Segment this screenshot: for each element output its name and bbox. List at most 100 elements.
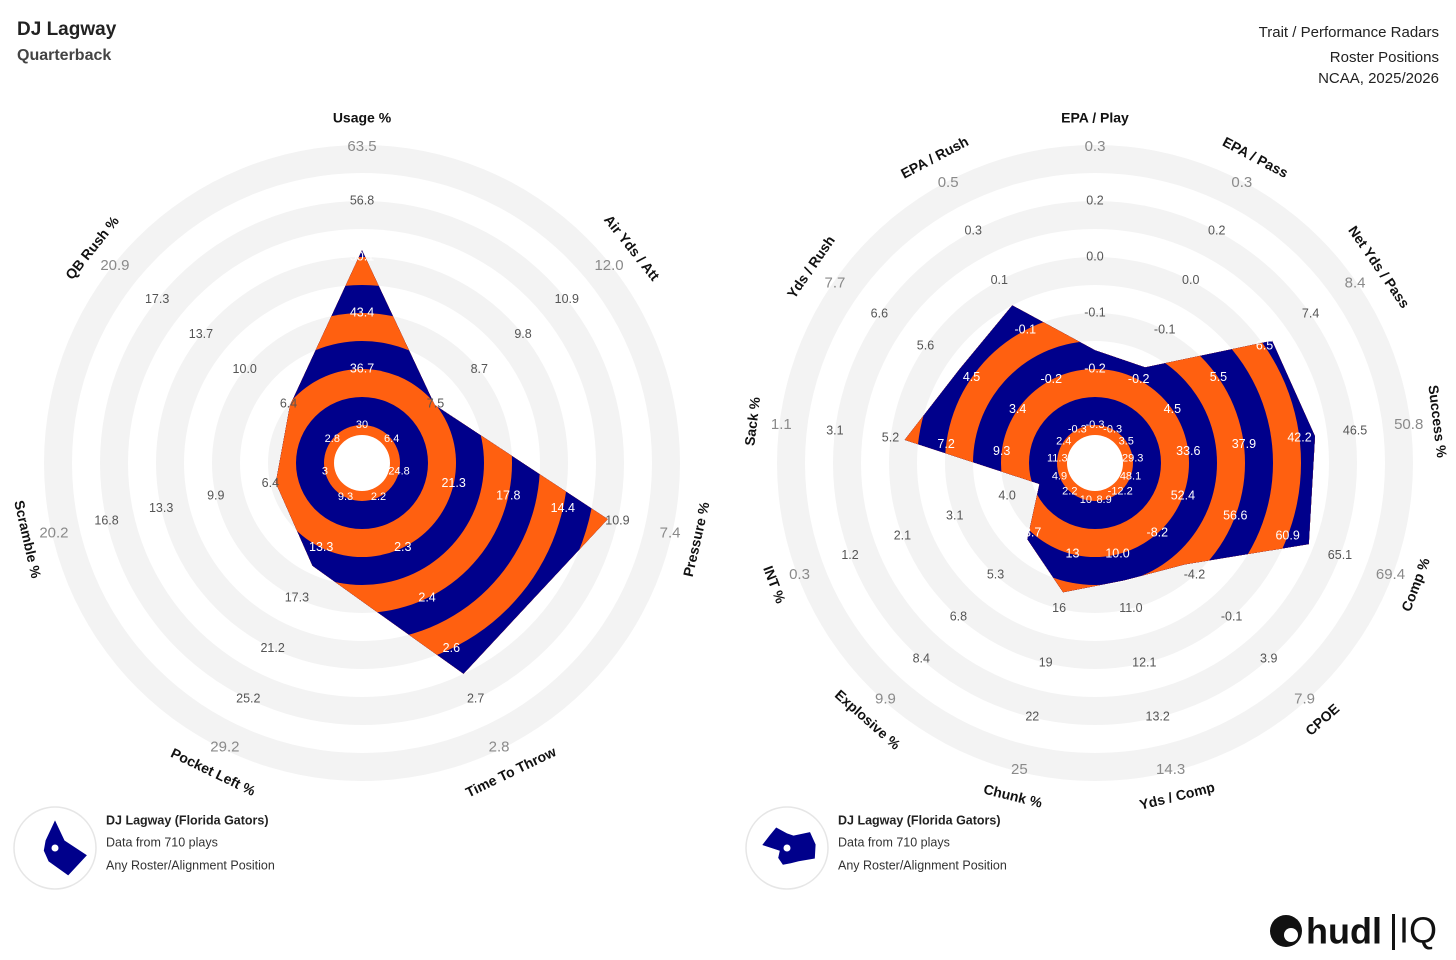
- axis-label: Comp %: [1398, 555, 1433, 614]
- tick-label: 21.2: [260, 641, 284, 655]
- axis-label: Sack %: [741, 395, 763, 446]
- outer-tick-label: 63.5: [347, 138, 376, 155]
- report-scope: Roster Positions: [1330, 49, 1439, 66]
- tick-label: 17.3: [145, 292, 169, 306]
- legend-name: DJ Lagway (Florida Gators): [106, 813, 269, 827]
- tick-label: 2.3: [394, 540, 411, 554]
- tick-label: 10.0: [233, 362, 257, 376]
- tick-label: 24.8: [388, 465, 409, 477]
- axis-label: INT %: [760, 563, 789, 606]
- tick-label: 2.4: [1056, 435, 1071, 447]
- tick-label: 60.9: [1275, 528, 1299, 542]
- tick-label: 52.4: [1171, 489, 1195, 503]
- radar: -0.3 -0.2 -0.1 0.0 0.2 0.3 EPA / Play -0.3 -0.2 -…: [741, 110, 1450, 813]
- outer-tick-label: 0.3: [789, 566, 810, 583]
- legend-icon-shape: [43, 820, 87, 876]
- tick-label: 3.4: [1009, 402, 1026, 416]
- outer-tick-label: 29.2: [210, 739, 239, 756]
- legend-icon-dot: [783, 844, 791, 852]
- tick-label: -0.1: [1084, 305, 1106, 319]
- outer-tick-label: 0.3: [1231, 174, 1252, 191]
- legend: DJ Lagway (Florida Gators) Data from 710 …: [745, 806, 1007, 890]
- tick-label: 13: [1066, 547, 1080, 561]
- outer-tick-label: 69.4: [1376, 566, 1405, 583]
- legend-sample: Data from 710 plays: [838, 835, 950, 849]
- tick-label: 5.6: [917, 338, 934, 352]
- tick-label: 65.1: [1328, 548, 1352, 562]
- tick-label: 22: [1025, 710, 1039, 724]
- outer-tick-label: 7.7: [825, 274, 846, 291]
- tick-label: 1.2: [841, 548, 858, 562]
- outer-tick-label: 14.3: [1156, 761, 1185, 778]
- tick-label: 37.9: [1232, 437, 1256, 451]
- outer-tick-label: 7.9: [1294, 690, 1315, 707]
- logo-brand: hudl: [1306, 911, 1382, 952]
- tick-label: -8.2: [1147, 526, 1169, 540]
- logo-icon-inner: [1284, 928, 1298, 942]
- tick-label: 16: [1052, 601, 1066, 615]
- tick-label: 5.3: [987, 568, 1004, 582]
- tick-label: -4.2: [1184, 568, 1206, 582]
- tick-label: -12.2: [1108, 485, 1133, 497]
- legend-icon-dot: [51, 844, 59, 852]
- tick-label: 8.9: [1096, 494, 1111, 506]
- tick-label: 4.5: [963, 370, 980, 384]
- tick-label: 4.9: [1052, 470, 1067, 482]
- tick-label: 10.0: [1105, 547, 1129, 561]
- outer-tick-label: 0.3: [1085, 138, 1106, 155]
- tick-label: 3.5: [1119, 435, 1134, 447]
- tick-label: 29.3: [1122, 452, 1143, 464]
- tick-label: 13.7: [189, 327, 213, 341]
- tick-label: 6.4: [262, 476, 279, 490]
- tick-label: -0.3: [1068, 423, 1087, 435]
- outer-tick-label: 0.5: [938, 174, 959, 191]
- outer-tick-label: 12.0: [594, 257, 623, 274]
- legend-name: DJ Lagway (Florida Gators): [838, 813, 1001, 827]
- axis-label: EPA / Rush: [898, 133, 971, 182]
- tick-label: 56.8: [350, 193, 374, 207]
- tick-label: 6.4: [280, 397, 297, 411]
- axis-label: Success %: [1425, 384, 1450, 459]
- tick-label: -0.3: [1086, 419, 1105, 431]
- tick-label: 9.9: [207, 489, 224, 503]
- legend-position: Any Roster/Alignment Position: [838, 858, 1007, 872]
- outer-tick-label: 2.8: [489, 739, 510, 756]
- tick-label: 13.3: [149, 501, 173, 515]
- tick-label: 0.0: [1182, 273, 1199, 287]
- report-title: Trait / Performance Radars: [1259, 24, 1439, 41]
- tick-label: -0.1: [1221, 609, 1243, 623]
- player-name: DJ Lagway: [17, 19, 117, 40]
- tick-label: 2.8: [325, 433, 340, 445]
- tick-label: 14.4: [551, 501, 575, 515]
- tick-label: 0.2: [1208, 223, 1225, 237]
- radar: 30 36.7 43.4 50.1 56.8 63.5 Usage % 6.4 7.5 8.7 9.…: [11, 110, 712, 801]
- center-hole: [334, 435, 390, 491]
- outer-tick-label: 8.4: [1345, 274, 1366, 291]
- tick-label: 6.4: [384, 433, 399, 445]
- outer-tick-label: 25: [1011, 761, 1028, 778]
- legend-sample: Data from 710 plays: [106, 835, 218, 849]
- tick-label: -0.3: [1103, 423, 1122, 435]
- axis-label: EPA / Play: [1061, 110, 1129, 126]
- tick-label: 0.3: [965, 223, 982, 237]
- axis-label: Usage %: [333, 110, 392, 126]
- tick-label: 2.7: [467, 691, 484, 705]
- tick-label: 4.5: [1164, 402, 1181, 416]
- tick-label: 8.4: [913, 651, 930, 665]
- axis-label: Chunk %: [982, 781, 1045, 811]
- tick-label: 21.3: [441, 476, 465, 490]
- tick-label: -0.2: [1084, 361, 1106, 375]
- tick-label: -0.2: [1041, 372, 1063, 386]
- tick-label: 2.2: [1062, 485, 1077, 497]
- tick-label: -0.2: [1128, 372, 1150, 386]
- tick-label: 0.1: [991, 273, 1008, 287]
- tick-label: 25.2: [236, 691, 260, 705]
- tick-label: 30: [356, 419, 368, 431]
- tick-label: 2.6: [443, 641, 460, 655]
- tick-label: 6.8: [950, 609, 967, 623]
- center-hole: [1067, 435, 1123, 491]
- tick-label: 11.0: [1119, 601, 1142, 615]
- tick-label: 36.7: [350, 361, 374, 375]
